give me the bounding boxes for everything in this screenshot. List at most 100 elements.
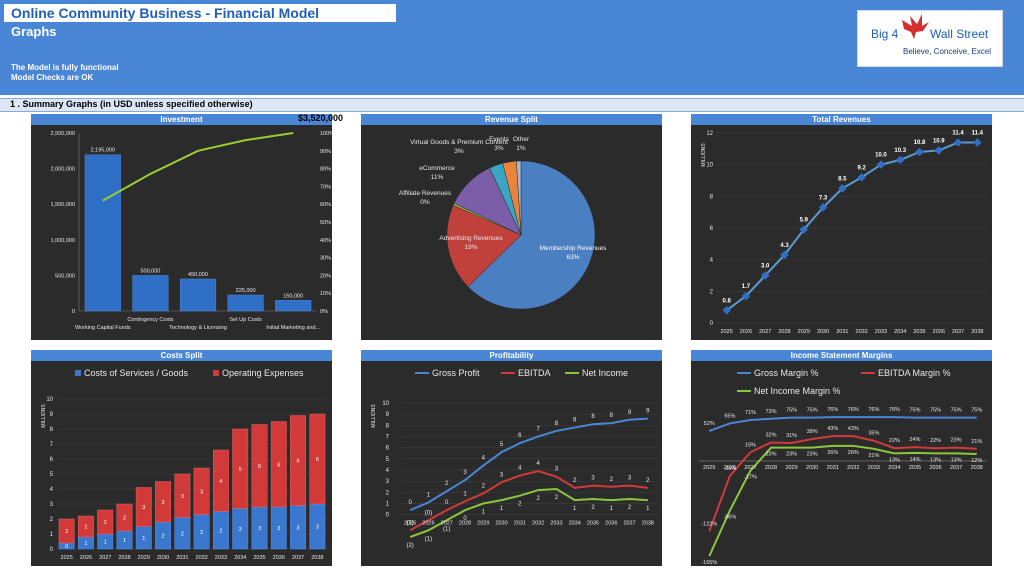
pie-slice <box>467 160 596 310</box>
point-value-label: 38% <box>807 429 818 435</box>
point-value-label: 76% <box>889 407 900 413</box>
y-tick-label: 1 <box>50 532 54 538</box>
x-tick-label: 2036 <box>273 555 285 561</box>
x-tick-label: 2028 <box>118 555 130 561</box>
y-tick-label: 10 <box>46 397 53 403</box>
legend-label: Gross Margin % <box>754 368 819 378</box>
revenue-split-chart: Membership Revenues 63% Advertising Revenu… <box>399 136 607 310</box>
legend-swatch <box>75 370 81 376</box>
company-logo[interactable]: Big 4 Wall Street Believe, Conceive, Exc… <box>857 10 1003 67</box>
point-value-label: 75% <box>930 408 941 414</box>
point-value-label: 7 <box>536 427 540 433</box>
x-tick-label: 2025 <box>61 555 73 561</box>
stacked-bar-segment <box>309 413 326 505</box>
segment-value-label: 2 <box>200 530 203 536</box>
x-tick-label: 2033 <box>215 555 227 561</box>
status-functional: The Model is fully functional <box>11 63 119 72</box>
revenue-value-label: 5.9 <box>800 218 809 224</box>
costs-split-panel: Costs Split 0 1 2 3 4 5 6 7 8 9 10 MILLIONS Costs of… <box>31 350 332 566</box>
point-value-label: 26% <box>848 450 859 456</box>
revenue-line <box>726 141 978 312</box>
x-tick-label: 2038 <box>311 555 323 561</box>
stacked-bar-segment <box>135 487 152 527</box>
point-value-label: -86% <box>723 515 736 521</box>
x-tick-label: 2036 <box>605 521 617 527</box>
point-value-label: 76% <box>848 407 859 413</box>
y-axis-label: MILLIONS <box>41 404 47 428</box>
segment-value-label: 5 <box>239 467 242 473</box>
y-tick-label: 4 <box>386 468 390 474</box>
y-tick-label: 1 <box>386 502 390 508</box>
segment-value-label: 6 <box>297 459 300 465</box>
y-tick-label: 8 <box>710 194 714 200</box>
bar-value-label: 450,000 <box>188 272 208 278</box>
y-tick-label: 5 <box>386 457 390 463</box>
x-tick-label: 2034 <box>894 329 906 335</box>
x-tick-label: 2032 <box>847 465 859 471</box>
revenue-value-label: 10.8 <box>914 140 926 146</box>
y-tick-label: 4 <box>50 487 54 493</box>
point-value-label: 5 <box>500 442 504 448</box>
segment-value-label: 1 <box>123 538 126 544</box>
bar-value-label: 2,195,000 <box>91 148 115 154</box>
title-box <box>4 4 396 22</box>
slice-pct-label: 19% <box>464 244 477 251</box>
revenue-value-label: 9.2 <box>857 165 866 171</box>
y2-tick-label: 40% <box>320 238 331 244</box>
y-tick-label: 0 <box>710 321 714 327</box>
x-tick-label: 2032 <box>532 521 544 527</box>
point-value-label: 75% <box>909 408 920 414</box>
x-tick-label: 2035 <box>913 329 925 335</box>
chart-title: Costs Split <box>31 350 332 361</box>
segment-value-label: 3 <box>277 526 280 532</box>
segment-value-label: 3 <box>258 526 261 532</box>
segment-value-label: 3 <box>162 500 165 506</box>
slice-label: Affiliate Revenues <box>399 190 452 197</box>
point-value-label: 73% <box>765 409 776 415</box>
y2-tick-label: 0% <box>320 309 328 315</box>
x-tick-label: 2028 <box>778 329 790 335</box>
point-value-label: 75% <box>807 408 818 414</box>
stacked-bar-segment <box>58 518 75 544</box>
point-value-label: 13% <box>930 457 941 463</box>
y2-tick-label: 20% <box>320 273 331 279</box>
revenue-value-label: 11.4 <box>952 131 964 137</box>
slice-pct-label: 3% <box>454 148 464 155</box>
revenue-point <box>818 203 828 212</box>
y-tick-label: 8 <box>50 427 54 433</box>
point-value-label: 1 <box>573 506 577 512</box>
point-value-label: 0 <box>463 516 467 522</box>
chart-title: Revenue Split <box>361 114 662 125</box>
revenue-point <box>857 173 866 182</box>
x-tick-label: 2033 <box>550 521 562 527</box>
point-value-label: -165% <box>701 560 717 566</box>
y-tick-label: 6 <box>50 457 54 463</box>
slice-label: Virtual Goods & Premium Content <box>410 139 508 146</box>
y-tick-label: 12 <box>706 131 713 137</box>
x-tick-label: 2038 <box>642 521 654 527</box>
point-value-label: 1 <box>500 506 504 512</box>
revenue-value-label: 10.9 <box>933 138 945 144</box>
y2-tick-label: 30% <box>320 256 331 262</box>
point-value-label: 22% <box>930 438 941 444</box>
x-tick-label: 2030 <box>495 521 507 527</box>
chart-title: Total Revenues <box>691 114 992 125</box>
point-value-label: 0 <box>445 500 449 506</box>
x-tick-label: 2037 <box>292 555 304 561</box>
slice-label: eCommerce <box>419 165 455 172</box>
point-value-label: 4 <box>536 461 540 467</box>
point-value-label: 31% <box>786 433 797 439</box>
y-tick-label: 5 <box>50 472 54 478</box>
total-revenues-chart: 0 2 4 6 8 10 12 MILLIONS 0.8 2025 1.7 2026 3.0 2027 4.… <box>701 131 987 335</box>
slice-pct-label: 63% <box>566 254 579 261</box>
revenue-point <box>915 147 924 157</box>
logo-text-wallstreet: Wall Street <box>930 27 989 41</box>
point-value-label: 0 <box>408 500 412 506</box>
y2-tick-label: 70% <box>320 184 331 190</box>
series-line <box>708 416 977 432</box>
y2-tick-label: 90% <box>320 149 331 155</box>
segment-value-label: 3 <box>297 525 300 531</box>
point-value-label: 23% <box>786 452 797 458</box>
y-tick-label: 2 <box>50 517 54 523</box>
x-tick-label: 2038 <box>971 329 983 335</box>
